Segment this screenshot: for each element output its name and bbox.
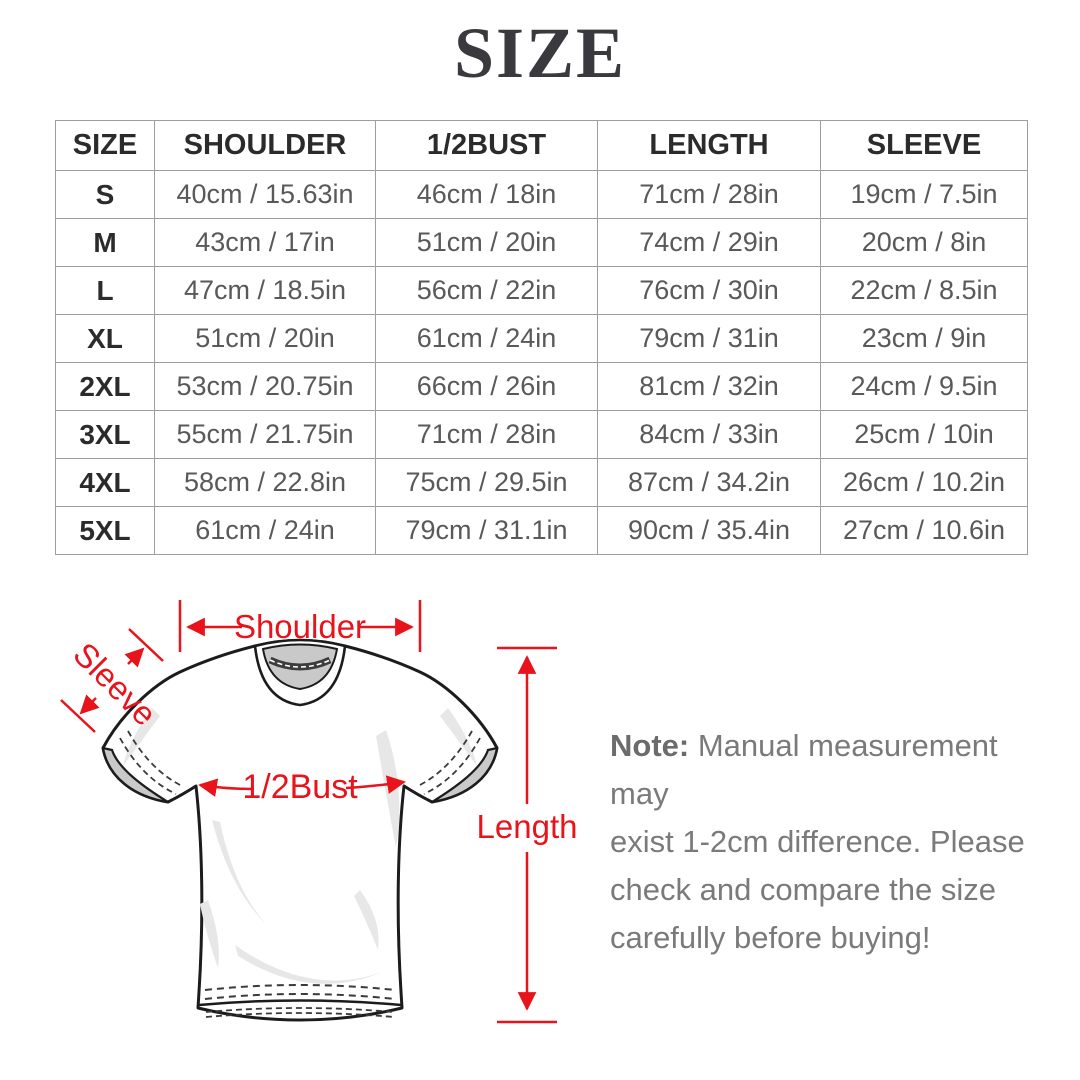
note-line: exist 1-2cm difference. Please	[610, 824, 1025, 859]
note-label: Note:	[610, 728, 690, 763]
sleeve-measure-arrow: Sleeve	[60, 628, 164, 733]
measurement-cell: 27cm / 10.6in	[820, 506, 1028, 555]
row-size-label: S	[55, 170, 155, 219]
row-size-label: 2XL	[55, 362, 155, 411]
measurement-cell: 55cm / 21.75in	[154, 410, 376, 459]
row-size-label: 3XL	[55, 410, 155, 459]
measurement-cell: 53cm / 20.75in	[154, 362, 376, 411]
note-line: carefully before buying!	[610, 920, 931, 955]
measurement-cell: 20cm / 8in	[820, 218, 1028, 267]
header-length: LENGTH	[597, 120, 821, 171]
row-size-label: XL	[55, 314, 155, 363]
measurement-cell: 61cm / 24in	[375, 314, 598, 363]
note-text: Manual measurement may	[610, 728, 998, 811]
measurement-cell: 22cm / 8.5in	[820, 266, 1028, 315]
bust-label: 1/2Bust	[242, 768, 358, 806]
measurement-cell: 74cm / 29in	[597, 218, 821, 267]
table-row: S 40cm / 15.63in 46cm / 18in 71cm / 28in…	[55, 170, 1028, 219]
measurement-cell: 79cm / 31.1in	[375, 506, 598, 555]
table-row: 3XL 55cm / 21.75in 71cm / 28in 84cm / 33…	[55, 410, 1028, 459]
measurement-cell: 46cm / 18in	[375, 170, 598, 219]
measurement-cell: 75cm / 29.5in	[375, 458, 598, 507]
left-cuff	[101, 730, 183, 804]
row-size-label: 4XL	[55, 458, 155, 507]
table-row: L 47cm / 18.5in 56cm / 22in 76cm / 30in …	[55, 266, 1028, 315]
measurement-cell: 51cm / 20in	[375, 218, 598, 267]
measurement-cell: 61cm / 24in	[154, 506, 376, 555]
note-line: Note: Manual measurement may	[610, 722, 1050, 818]
right-cuff	[417, 730, 499, 804]
row-size-label: M	[55, 218, 155, 267]
measurement-cell: 76cm / 30in	[597, 266, 821, 315]
measurement-cell: 25cm / 10in	[820, 410, 1028, 459]
measurement-cell: 51cm / 20in	[154, 314, 376, 363]
header-size: SIZE	[55, 120, 155, 171]
header-shoulder: SHOULDER	[154, 120, 376, 171]
header-sleeve: SLEEVE	[820, 120, 1028, 171]
measurement-cell: 19cm / 7.5in	[820, 170, 1028, 219]
measurement-cell: 47cm / 18.5in	[154, 266, 376, 315]
measurement-cell: 79cm / 31in	[597, 314, 821, 363]
measurement-cell: 43cm / 17in	[154, 218, 376, 267]
collar	[253, 638, 347, 707]
header-row: SIZE SHOULDER 1/2BUST LENGTH SLEEVE	[55, 120, 1028, 171]
tshirt-measurement-diagram: Shoulder Sleeve 1/2Bust Length	[60, 600, 578, 1024]
measurement-cell: 26cm / 10.2in	[820, 458, 1028, 507]
measurement-cell: 56cm / 22in	[375, 266, 598, 315]
row-size-label: 5XL	[55, 506, 155, 555]
table-row: XL 51cm / 20in 61cm / 24in 79cm / 31in 2…	[55, 314, 1028, 363]
table-row: 5XL 61cm / 24in 79cm / 31.1in 90cm / 35.…	[55, 506, 1028, 555]
measurement-cell: 58cm / 22.8in	[154, 458, 376, 507]
table-row: 4XL 58cm / 22.8in 75cm / 29.5in 87cm / 3…	[55, 458, 1028, 507]
header-bust: 1/2BUST	[375, 120, 598, 171]
tshirt-graphic-icon	[101, 638, 499, 1022]
measurement-cell: 71cm / 28in	[597, 170, 821, 219]
length-measure-arrow: Length	[477, 646, 578, 1024]
page-title: SIZE	[453, 13, 627, 93]
shoulder-measure-arrow: Shoulder	[178, 600, 422, 652]
table-row: M 43cm / 17in 51cm / 20in 74cm / 29in 20…	[55, 218, 1028, 267]
length-label: Length	[477, 808, 578, 845]
hem-stitching	[198, 984, 402, 1018]
measurement-cell: 84cm / 33in	[597, 410, 821, 459]
size-table: SIZE SHOULDER 1/2BUST LENGTH SLEEVE S 40…	[55, 120, 1028, 555]
measurement-cell: 23cm / 9in	[820, 314, 1028, 363]
measurement-cell: 71cm / 28in	[375, 410, 598, 459]
note-line: check and compare the size	[610, 872, 996, 907]
measurement-cell: 40cm / 15.63in	[154, 170, 376, 219]
measurement-cell: 24cm / 9.5in	[820, 362, 1028, 411]
note-block: Note: Manual measurement may exist 1-2cm…	[610, 722, 1050, 962]
row-size-label: L	[55, 266, 155, 315]
measurement-cell: 66cm / 26in	[375, 362, 598, 411]
bust-measure-arrow: 1/2Bust	[198, 768, 406, 806]
table-row: 2XL 53cm / 20.75in 66cm / 26in 81cm / 32…	[55, 362, 1028, 411]
measurement-cell: 90cm / 35.4in	[597, 506, 821, 555]
shoulder-label: Shoulder	[234, 608, 366, 645]
measurement-cell: 81cm / 32in	[597, 362, 821, 411]
measurement-cell: 87cm / 34.2in	[597, 458, 821, 507]
